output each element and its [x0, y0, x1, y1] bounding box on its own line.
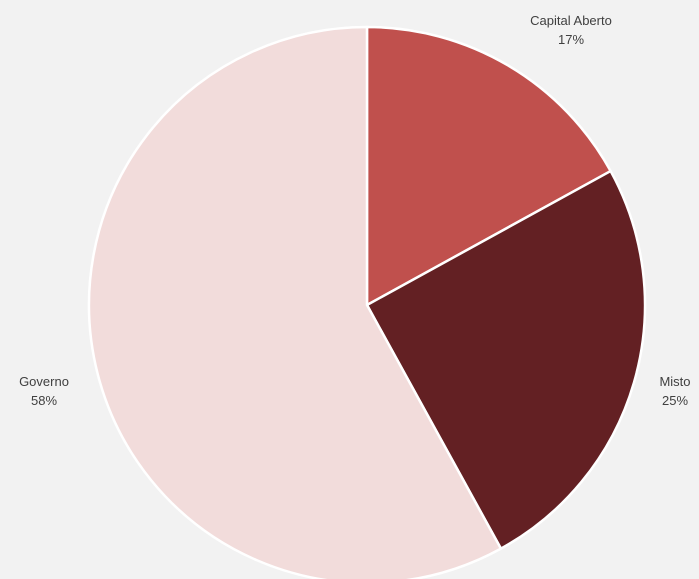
slice-value-capital-aberto: 17%: [558, 32, 584, 47]
slice-label-misto: Misto: [659, 374, 690, 389]
pie-slice-governo: [87, 25, 503, 579]
slice-value-misto: 25%: [662, 393, 688, 408]
slice-label-governo: Governo: [19, 374, 69, 389]
pie-slice-misto: [365, 169, 647, 550]
slice-value-governo: 58%: [31, 393, 57, 408]
pie-labels: Capital Aberto 17% Misto 25% Governo 58%: [19, 13, 690, 408]
pie-slice-capital-aberto: [365, 25, 612, 307]
slice-label-capital-aberto: Capital Aberto: [530, 13, 612, 28]
pie-slices: [87, 25, 647, 579]
